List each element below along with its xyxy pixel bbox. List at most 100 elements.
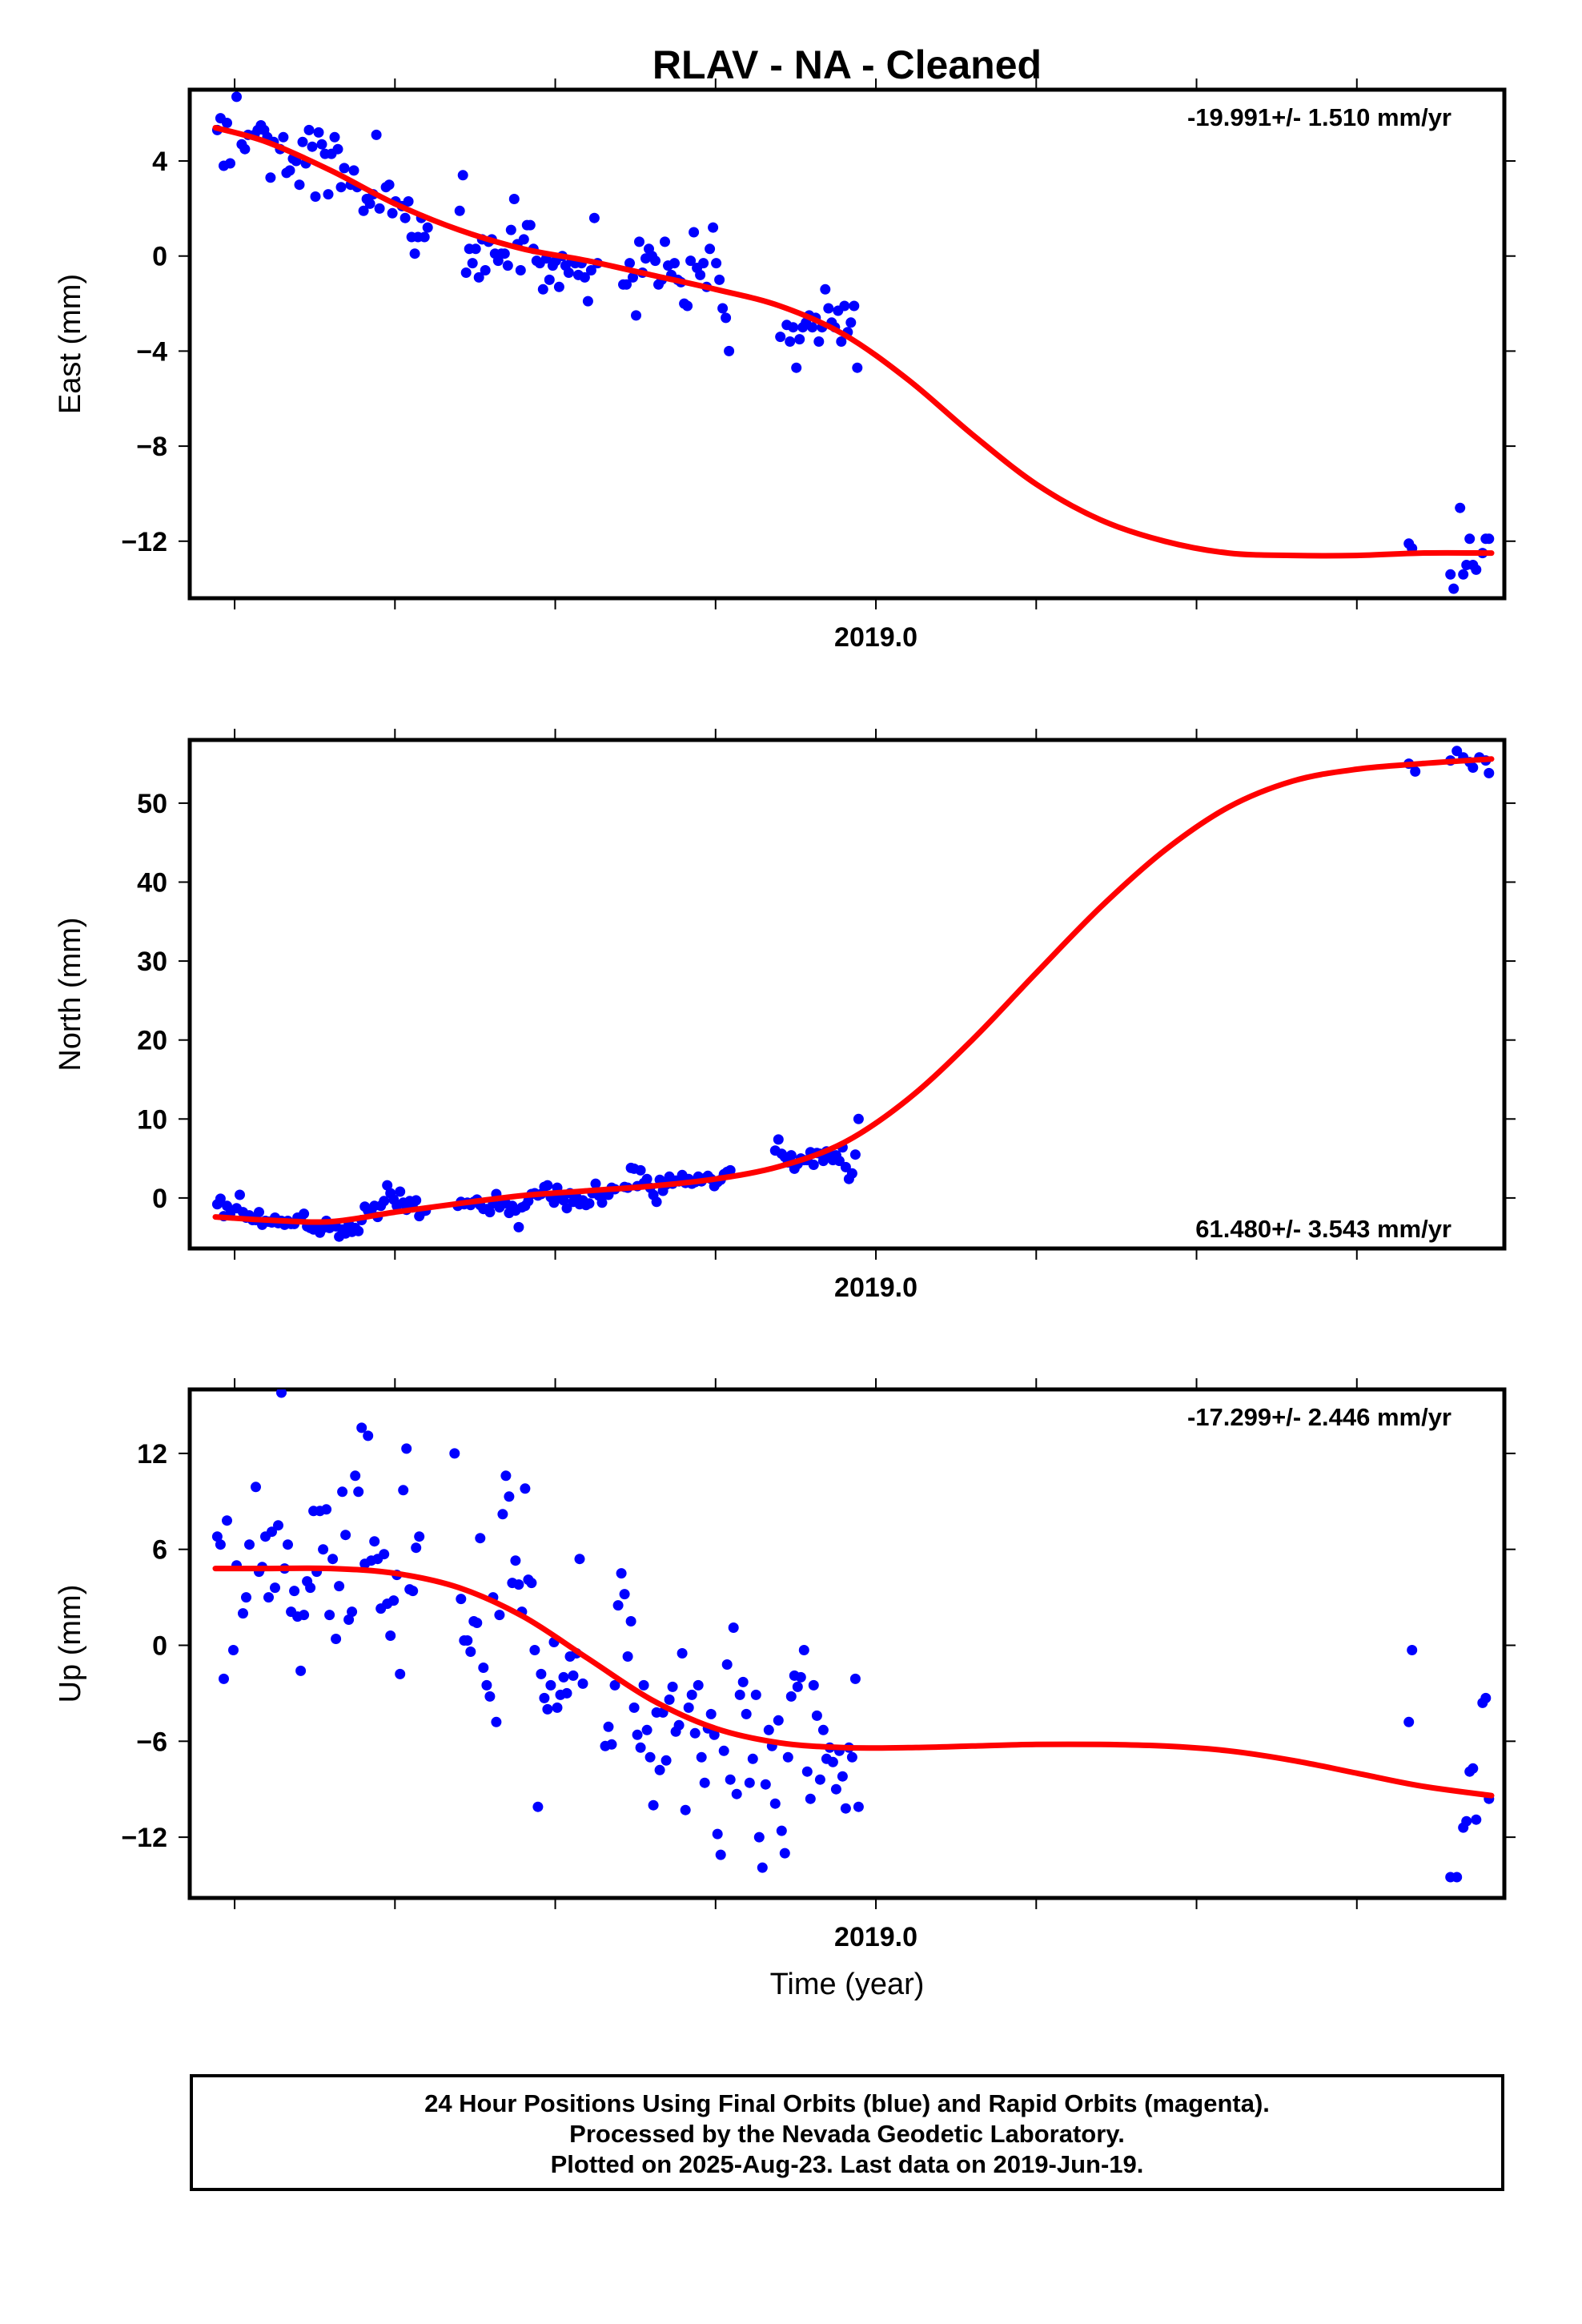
data-point (612, 1600, 624, 1611)
panel-north: 2019.0 0 10 20 30 40 50 North (mm) 61.480+/- 3.5… (54, 729, 1516, 1303)
data-point (660, 236, 670, 247)
data-point (239, 143, 251, 155)
data-point (619, 1589, 630, 1600)
data-point (760, 1779, 771, 1790)
data-point (849, 1673, 861, 1684)
data-point (628, 1702, 640, 1713)
data-point (327, 1554, 339, 1565)
data-point (536, 1668, 547, 1679)
data-point (379, 1196, 390, 1207)
data-point (340, 1530, 351, 1541)
data-point (757, 1862, 768, 1873)
data-point (1458, 569, 1469, 580)
data-point (411, 1542, 422, 1554)
data-area-east (211, 91, 1495, 594)
footer-line-plotted: Plotted on 2025-Aug-23. Last data on 201… (550, 2150, 1144, 2178)
data-point (419, 231, 430, 243)
data-point (577, 1678, 588, 1689)
data-point (508, 194, 520, 204)
data-point (244, 1539, 255, 1550)
y-tick-label: −12 (121, 527, 167, 557)
data-point (371, 129, 382, 140)
data-point (465, 1647, 476, 1657)
data-point (558, 1671, 569, 1683)
data-point (502, 260, 513, 271)
data-point (682, 300, 693, 312)
data-point (515, 265, 526, 275)
data-point (1461, 1815, 1472, 1827)
data-point (801, 1766, 813, 1777)
data-point (337, 1486, 348, 1498)
data-point (753, 1831, 765, 1843)
data-point (579, 271, 590, 283)
data-point (449, 1448, 460, 1459)
data-point (484, 1207, 496, 1218)
data-point (776, 1825, 787, 1836)
y-axis-label-east: East (mm) (54, 274, 87, 414)
data-point (539, 1692, 550, 1703)
data-point (408, 1586, 419, 1597)
data-point (741, 1708, 752, 1719)
data-point (457, 170, 468, 181)
data-point (558, 1195, 569, 1206)
data-point (693, 1679, 704, 1691)
data-point (1407, 1645, 1418, 1655)
data-point (641, 1173, 652, 1184)
data-point (725, 1774, 736, 1785)
gps-timeseries-figure: RLAV - NA - Cleaned 2019.0 −12 −8 −4 0 4 East … (54, 42, 1516, 2001)
data-point (321, 1504, 332, 1515)
data-point (339, 163, 350, 174)
data-point (648, 1799, 659, 1811)
data-point (814, 1774, 825, 1785)
data-point (353, 1486, 364, 1498)
data-point (273, 1520, 283, 1531)
y-tick-label: −12 (121, 1823, 167, 1853)
data-point (526, 1578, 537, 1589)
data-point (524, 219, 536, 231)
y-tick-label: −4 (136, 336, 167, 367)
data-point (329, 131, 340, 143)
data-point (504, 1491, 515, 1502)
data-point (356, 1422, 367, 1433)
data-point (510, 1555, 521, 1566)
data-point (695, 269, 706, 280)
fit-curve-up (212, 1565, 1495, 1799)
plot-frame-up (187, 1387, 1507, 1900)
data-point (251, 1482, 261, 1493)
velocity-label-up: -17.299+/- 2.446 mm/yr (1187, 1403, 1452, 1431)
data-point (683, 1702, 694, 1713)
data-point (846, 1168, 857, 1179)
velocity-label-east: -19.991+/- 1.510 mm/yr (1187, 103, 1452, 131)
data-point (363, 1430, 374, 1441)
data-point (215, 1539, 226, 1550)
data-point (235, 1189, 245, 1200)
data-point (696, 1751, 707, 1763)
data-point (588, 212, 600, 223)
data-point (830, 1783, 841, 1795)
data-point (715, 1849, 726, 1860)
data-point (839, 300, 850, 312)
data-point (773, 1134, 784, 1145)
data-point (622, 1651, 633, 1662)
data-point (553, 281, 564, 292)
data-point (808, 1679, 819, 1691)
data-point (747, 1753, 758, 1764)
x-tick-label: 2019.0 (834, 622, 917, 653)
data-point (836, 336, 847, 347)
fit-curve-north (212, 756, 1495, 1225)
data-point (840, 1803, 851, 1814)
data-point (552, 1702, 563, 1713)
data-point (782, 1751, 793, 1763)
data-point (788, 322, 799, 333)
data-point (689, 1727, 701, 1739)
data-point (638, 1679, 649, 1691)
data-point (347, 1606, 358, 1618)
data-point (1455, 502, 1466, 513)
data-point (794, 334, 805, 345)
data-point (632, 1729, 643, 1740)
data-point (568, 1670, 579, 1681)
data-point (628, 271, 638, 283)
data-point (785, 1150, 797, 1161)
data-point (823, 303, 834, 314)
y-axis-label-north: North (mm) (54, 917, 87, 1071)
